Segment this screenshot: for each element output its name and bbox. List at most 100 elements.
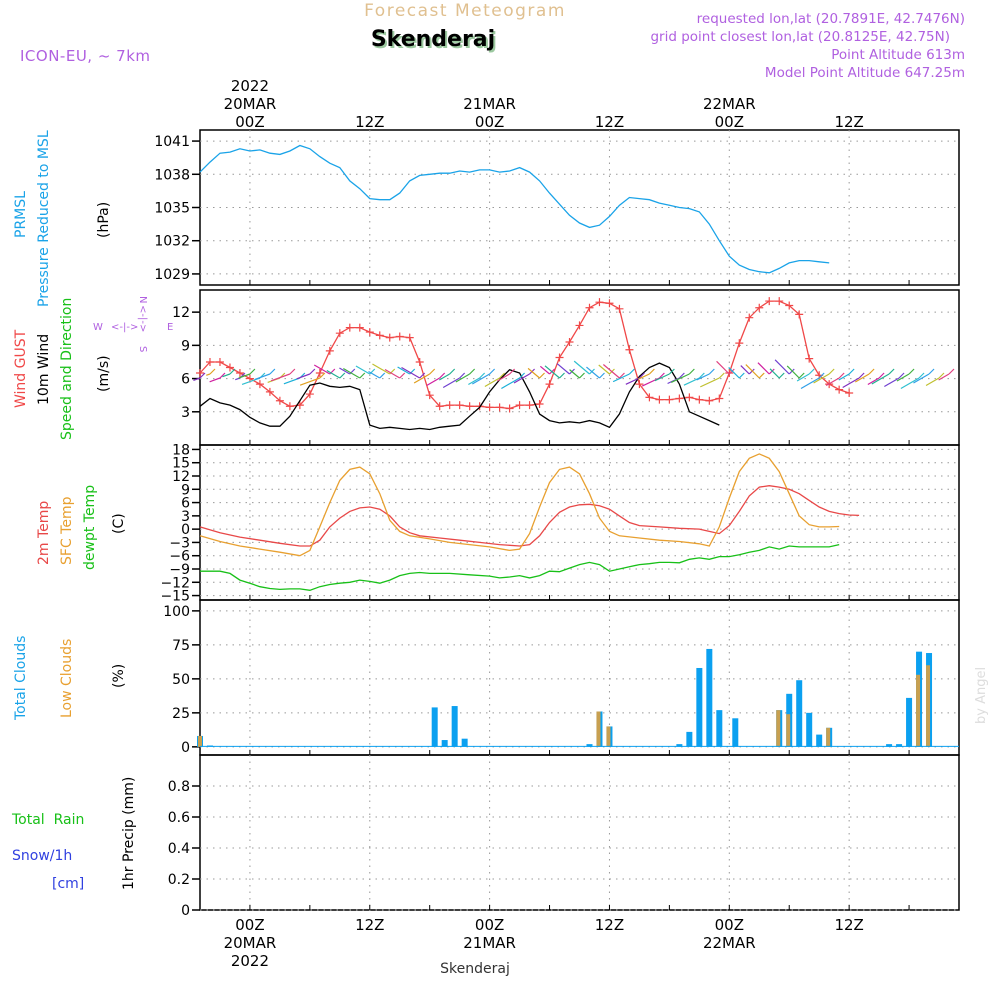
wind-barb-feather [339,372,346,379]
wind-barb [471,373,490,385]
series-line-sfc-temp [199,453,840,557]
wind-barb-feather [489,368,496,375]
wind-labels: Wind GUST 10m Wind Speed and Direction (… [13,296,173,440]
y-tick-label: 6 [181,372,190,388]
cloud-bar [906,697,913,747]
y-tick-label: 1032 [154,234,190,250]
gust-marker [365,328,374,337]
gust-marker [785,301,794,310]
wind-barb [397,366,411,375]
wind-barb [638,373,650,380]
wind-barb-feather [309,368,316,375]
wind-barb-feather [419,372,426,379]
wind-barb [745,364,760,379]
y-tick-label: 50 [172,672,190,688]
wind-barb-feather [509,368,516,375]
wind-barb [343,367,361,379]
wind-barb [625,377,640,385]
time-label: 00Z [235,916,264,934]
wind-barb-feather [658,372,665,379]
cloud-bar [686,731,693,747]
cloud-bar [796,680,803,747]
wind-barb-feather [818,372,825,379]
wind-barb-feather [728,368,735,375]
time-label: 00Z [235,113,264,131]
svg-text:<-|->: <-|-> [137,305,148,332]
snow-unit-label: [cm] [52,876,84,892]
wind-barb [468,377,480,386]
wind-barb [854,373,870,383]
gust-marker [755,303,764,312]
time-label: 21MAR [463,934,516,952]
wind-barb-feather [738,372,745,379]
wind-barb-feather [688,368,695,375]
time-label: 12Z [355,113,384,131]
plot-layers: 1029103210351038104136912−15−12−9−6−3036… [154,130,959,919]
wind-barb-feather [758,372,765,379]
gust-marker [585,303,594,312]
cloud-bar [816,734,823,747]
gust-marker [395,332,404,341]
y-tick-label: 0 [181,522,190,538]
wind-barb [774,359,790,375]
time-label: 21MAR [463,95,516,113]
wind-barb [209,377,221,383]
wind-barb [222,373,231,378]
gust-marker [715,394,724,403]
svg-text:S: S [137,346,148,352]
temp2m-label: 2m Temp [36,501,52,565]
gust-marker [345,323,354,332]
wind-barb [900,377,920,390]
wind-barb-feather [359,372,366,379]
wind-barb [757,362,770,375]
wind-barb [368,370,381,379]
wind-barb-feather [269,368,276,375]
pressure-labels: PRMSL Pressure Reduced to MSL (hPa) [13,130,112,307]
gust-marker [695,395,704,404]
wind-barb-feather [289,368,296,375]
gust-marker [355,323,364,332]
wind-barb-feather [708,368,715,375]
gust-marker [315,369,324,378]
precip-axis-label: 1hr Precip (mm) [121,777,137,890]
wind-barb [813,373,830,384]
location-title: Skenderaj [371,27,495,52]
low-clouds-label: Low Clouds [59,639,75,718]
cloud-bar [696,667,703,747]
gust-marker [255,380,264,389]
gust-marker [655,395,664,404]
gust-marker [775,297,784,306]
wind-barb [193,377,201,381]
series-line-10m-wind [199,362,720,431]
y-tick-label: 3 [181,509,190,525]
time-label: 12Z [834,113,863,131]
pressure-plot: 1029 1032 1035 1038 1041 [154,130,959,285]
wind-barb-feather [319,372,326,379]
wind-barb [728,366,740,379]
gust-marker [465,402,474,411]
wind-barb-feather [948,368,955,375]
wind-barb-feather [499,372,506,379]
precipitation-plot: 0 0.2 0.4 0.6 0.8 [168,755,959,919]
cloud-bar [786,714,791,747]
wind-barb-feather [858,372,865,379]
wind-barb-feather [439,372,446,379]
temperature-labels: 2m Temp SFC Temp dewpt Temp (C) [36,485,127,570]
wind-barb [825,377,840,387]
time-label: 22MAR [703,95,756,113]
gust-marker [595,298,604,307]
gust-marker [495,403,504,412]
wind-barb-feather [888,368,895,375]
gust-marker [485,403,494,412]
svg-text:<-|->: <-|-> [111,322,138,333]
rain-label: Total Rain [11,812,84,828]
y-tick-label: −6 [169,549,190,565]
wind-barb-feather [399,372,406,379]
wind-barb [796,373,810,382]
gust-marker [795,310,804,319]
wind-barb [938,373,950,381]
wind-barb [238,373,251,379]
gust-marker [445,401,454,410]
